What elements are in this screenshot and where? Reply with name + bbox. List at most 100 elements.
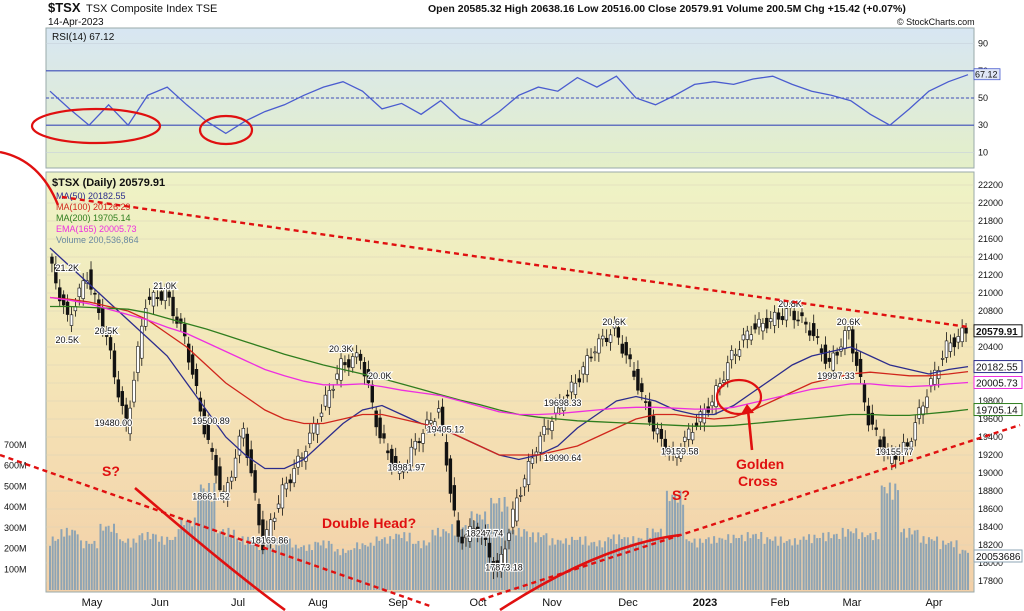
volume-bar [612, 534, 615, 590]
price-tick-label: 22000 [978, 198, 1003, 208]
price-label: 17873.18 [485, 562, 523, 572]
right-value-badge [973, 324, 1023, 338]
candle-body [222, 491, 226, 496]
candle-body [155, 297, 160, 300]
candle-body [288, 479, 292, 484]
volume-bar [154, 534, 157, 590]
right-value-label: 19705.14 [976, 406, 1018, 417]
volume-bar [104, 526, 107, 590]
candle-body [819, 348, 824, 353]
volume-bar [205, 491, 208, 590]
x-axis-label: Jun [151, 597, 169, 609]
volume-bar [459, 529, 462, 590]
volume-bar [149, 539, 152, 590]
volume-bar [353, 548, 356, 590]
candle-body [702, 408, 707, 424]
volume-bar [620, 539, 623, 590]
ohlc: Open 20585.32 High 20638.16 Low 20516.00… [428, 3, 906, 15]
volume-tick-label: 600M [4, 461, 27, 471]
price-label: 19159.58 [661, 447, 699, 457]
candle-body [796, 319, 800, 322]
candle-body [77, 287, 81, 297]
candle-body [640, 383, 644, 393]
volume-bar [657, 532, 660, 590]
candle-body [944, 340, 949, 358]
candle-body [604, 337, 609, 343]
candle-body [241, 428, 246, 439]
candle-body [269, 519, 273, 541]
volume-bar [319, 545, 322, 590]
volume-bar [378, 540, 381, 590]
candle-body [323, 394, 328, 407]
price-label: 19155.77 [876, 447, 914, 457]
volume-bar [693, 538, 696, 590]
volume-bar [531, 532, 534, 590]
volume-tick-label: 700M [4, 440, 27, 450]
candle-body [511, 508, 515, 528]
candle-body [159, 291, 164, 301]
volume-bar [654, 532, 657, 590]
volume-bar [662, 537, 665, 590]
candle-body [444, 442, 449, 466]
candle-body [624, 342, 628, 356]
volume-bar [944, 544, 947, 590]
volume-bar [177, 529, 180, 590]
volume-bar [927, 537, 930, 590]
volume-bar [453, 535, 456, 590]
price-tick-label: 21800 [978, 216, 1003, 226]
candle-body [104, 330, 109, 337]
volume-bar [383, 537, 386, 590]
candle-body [499, 554, 503, 572]
golden-cross-arrowhead [741, 404, 754, 414]
price-label: 19997.33 [817, 371, 855, 381]
candle-body [65, 301, 70, 315]
volume-bar [913, 530, 916, 590]
volume-bar [358, 549, 361, 590]
candle-body [206, 423, 210, 440]
price-tick-label: 18400 [978, 522, 1003, 532]
legend-title: $TSX (Daily) 20579.91 [52, 177, 165, 189]
index-name: TSX Composite Index [86, 3, 193, 15]
volume-bar [785, 541, 788, 590]
volume-bar [603, 541, 606, 590]
legend-ma200: MA(200) 19705.14 [56, 213, 131, 223]
volume-tick-label: 400M [4, 502, 27, 512]
candle-body [319, 412, 324, 417]
volume-bar [704, 539, 707, 590]
candle-body [710, 401, 714, 407]
candle-body [671, 447, 675, 453]
volume-bar [308, 544, 311, 590]
volume-bar [911, 534, 914, 590]
volume-bar [146, 532, 149, 590]
candle-body [741, 334, 746, 341]
candle-body [140, 325, 144, 359]
volume-bar [439, 536, 442, 590]
candle-body [272, 517, 277, 522]
volume-bar [713, 536, 716, 590]
candle-body [952, 337, 957, 348]
volume-bar [724, 539, 727, 590]
volume-bar [626, 537, 629, 590]
volume-bar [107, 525, 110, 590]
volume-bar [288, 538, 291, 590]
volume-bar [852, 533, 855, 590]
price-label: 20.3K [329, 344, 353, 354]
volume-bar [451, 524, 454, 590]
volume-bar [779, 536, 782, 590]
candle-body [835, 351, 839, 356]
candle-body [69, 314, 74, 326]
x-axis-label: Sep [388, 597, 408, 609]
candle-body [58, 287, 62, 302]
volume-bar [590, 542, 593, 590]
volume-bar [752, 534, 755, 590]
volume-bar [763, 543, 766, 590]
volume-bar [121, 541, 124, 590]
candle-body [108, 337, 113, 351]
volume-bar [791, 545, 794, 590]
x-axis-label: Nov [542, 597, 562, 609]
price-tick-label: 21200 [978, 270, 1003, 280]
volume-bar [389, 536, 392, 590]
volume-bar [322, 540, 325, 590]
candle-body [960, 327, 964, 343]
candle-body [601, 335, 605, 340]
